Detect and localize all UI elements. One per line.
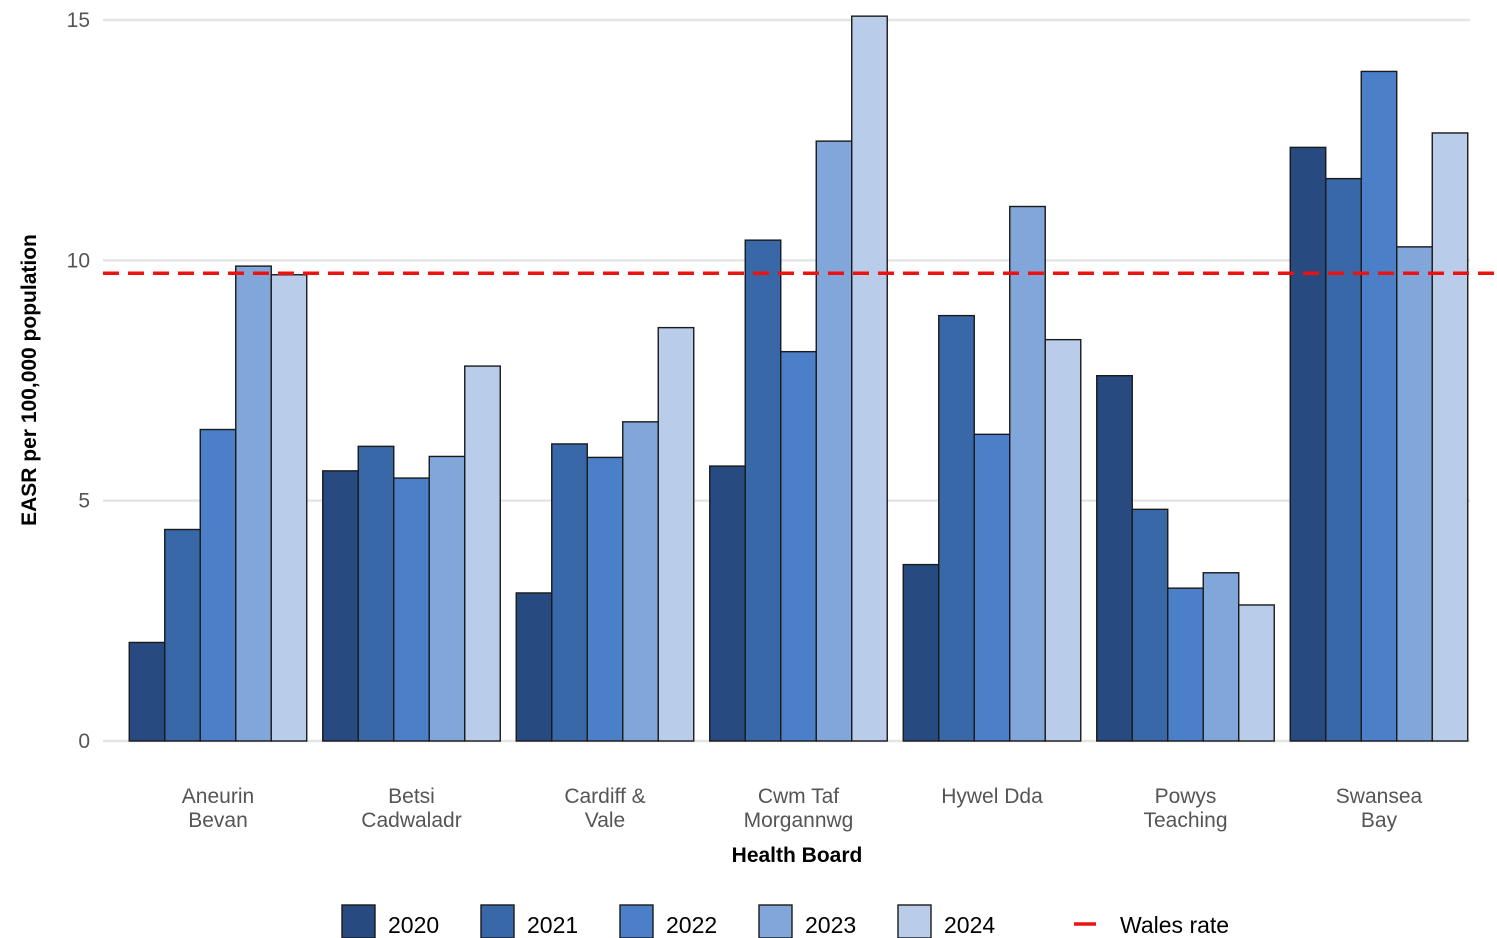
legend-key-2024 — [898, 905, 931, 938]
x-category-label: Cwm Taf — [758, 785, 839, 808]
bar-2022-3 — [781, 352, 817, 741]
bar-2022-4 — [974, 434, 1010, 741]
bar-2023-1 — [429, 456, 465, 741]
legend-label: 2020 — [388, 912, 439, 938]
bar-2022-1 — [394, 478, 430, 741]
bar-2022-6 — [1361, 71, 1397, 741]
bar-2023-5 — [1203, 573, 1239, 741]
bar-2023-4 — [1010, 206, 1046, 741]
bar-2023-2 — [623, 422, 659, 741]
legend-label: 2021 — [527, 912, 578, 938]
y-axis-ticks: 0 5 10 15 — [67, 9, 90, 753]
bar-2020-1 — [323, 471, 359, 741]
bar-2021-6 — [1326, 179, 1362, 741]
bar-2020-4 — [903, 565, 939, 741]
x-category-label: Morgannwg — [744, 809, 854, 832]
x-axis-title: Health Board — [732, 844, 863, 867]
bar-2024-3 — [852, 16, 888, 741]
y-tick-label: 10 — [67, 249, 90, 272]
x-category-label: Swansea — [1336, 785, 1423, 808]
legend-label: Wales rate — [1120, 912, 1229, 938]
x-category-label: Cadwaladr — [361, 809, 461, 832]
x-category-label: Vale — [585, 809, 625, 832]
bar-2024-1 — [465, 366, 501, 741]
y-tick-label: 15 — [67, 9, 90, 32]
bar-2022-5 — [1168, 588, 1204, 741]
legend-label: 2023 — [805, 912, 856, 938]
x-category-label: Bevan — [188, 809, 248, 832]
bars — [129, 16, 1468, 741]
y-axis-title: EASR per 100,000 population — [18, 234, 41, 526]
bar-2020-5 — [1097, 376, 1133, 741]
legend-key-2023 — [759, 905, 792, 938]
x-category-label: Aneurin — [182, 785, 254, 808]
bar-2021-5 — [1132, 509, 1168, 741]
bar-2024-2 — [658, 328, 694, 741]
bar-2020-2 — [516, 593, 552, 741]
bar-2024-5 — [1239, 605, 1275, 741]
bar-2022-2 — [587, 457, 623, 741]
x-category-label: Powys — [1155, 785, 1217, 808]
legend-key-2020 — [342, 905, 375, 938]
bar-2021-0 — [165, 530, 201, 741]
bar-2021-4 — [939, 316, 975, 741]
bar-2024-0 — [271, 275, 307, 741]
bar-2024-4 — [1045, 340, 1081, 741]
y-tick-label: 5 — [78, 490, 90, 513]
bar-2020-6 — [1290, 147, 1326, 741]
x-category-label: Teaching — [1143, 809, 1227, 832]
legend: 2020 2021 2022 2023 2024 Wales rate — [342, 905, 1229, 938]
bar-2024-6 — [1432, 133, 1468, 741]
bar-2021-3 — [745, 240, 781, 741]
x-category-label: Cardiff & — [564, 785, 645, 808]
bar-2023-6 — [1397, 247, 1433, 741]
bar-2020-3 — [710, 466, 746, 741]
bar-2021-2 — [552, 444, 588, 741]
x-category-label: Betsi — [388, 785, 435, 808]
y-tick-label: 0 — [78, 730, 90, 753]
x-category-label: Bay — [1361, 809, 1398, 832]
bar-2023-3 — [816, 141, 852, 741]
legend-key-2022 — [620, 905, 653, 938]
bar-2020-0 — [129, 642, 165, 741]
legend-key-2021 — [481, 905, 514, 938]
legend-label: 2022 — [666, 912, 717, 938]
bar-2021-1 — [358, 446, 394, 741]
bar-2022-0 — [200, 430, 236, 741]
legend-label: 2024 — [944, 912, 995, 938]
bar-2023-0 — [236, 266, 272, 741]
x-category-label: Hywel Dda — [941, 785, 1043, 808]
